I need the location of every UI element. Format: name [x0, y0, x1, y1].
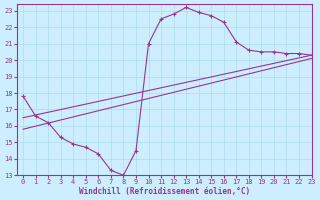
X-axis label: Windchill (Refroidissement éolien,°C): Windchill (Refroidissement éolien,°C): [79, 187, 250, 196]
